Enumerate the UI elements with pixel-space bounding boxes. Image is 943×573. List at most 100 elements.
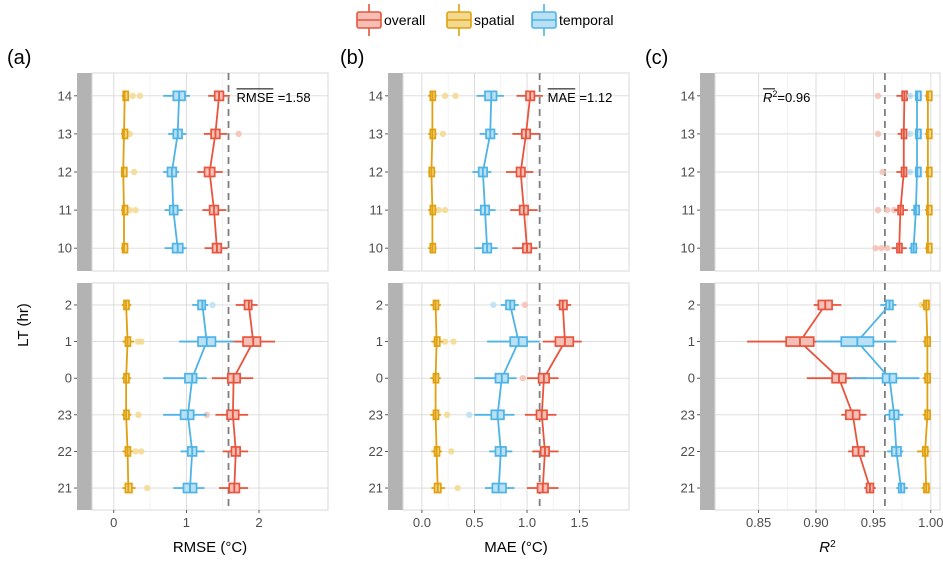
outlier-point	[454, 484, 461, 492]
box-22	[431, 446, 442, 457]
box-23	[524, 409, 557, 421]
y-tick-label: 10	[58, 241, 72, 256]
series-spatial	[121, 299, 151, 494]
x-tick-label: 1.5	[571, 515, 589, 530]
outlier-point	[209, 301, 216, 309]
facet-strip	[700, 283, 715, 510]
box-0	[474, 372, 517, 384]
box-2	[121, 299, 132, 311]
y-tick-label: 0	[376, 371, 383, 386]
box-13	[914, 128, 922, 140]
box-1	[542, 336, 582, 347]
y-tick-label: 10	[681, 241, 695, 256]
panel-label: (c)	[645, 47, 668, 69]
plot-area	[714, 282, 941, 511]
x-tick-label: 0	[110, 515, 117, 530]
y-tick-label: 22	[58, 444, 72, 459]
box-21	[921, 482, 931, 494]
box-0	[163, 372, 207, 384]
outlier-point	[521, 301, 529, 309]
outlier-point	[138, 338, 145, 345]
box-2	[921, 299, 930, 311]
box-14	[476, 90, 504, 102]
annotation: MAE =1.12	[548, 90, 613, 105]
series-temporal	[163, 299, 234, 494]
box-22	[887, 446, 904, 457]
y-tick-label: 13	[681, 126, 695, 141]
median-line	[434, 304, 439, 489]
x-tick-label: 0.90	[803, 515, 828, 530]
outlier-point	[439, 130, 447, 138]
x-tick-label: 1.0	[518, 515, 536, 530]
box-12	[506, 166, 534, 178]
x-axis-label: RMSE (°C)	[173, 539, 247, 556]
outlier-point	[130, 168, 138, 176]
facet-top: 10 11 12 13 14 RMSE =1.58	[58, 72, 329, 272]
box-1	[431, 336, 443, 347]
annotation: R2=0.96	[763, 89, 810, 105]
box-10	[204, 242, 228, 254]
outlier-point	[490, 301, 497, 309]
box	[121, 242, 129, 254]
series-temporal	[163, 90, 191, 254]
outlier-point	[441, 92, 449, 100]
facet-bottom: 21 22 23 0 1 2 0.0 0.5 1.0 1.5 MAE (°C)	[369, 282, 630, 556]
legend: overall spatial temporal	[356, 4, 613, 36]
box-14	[914, 90, 922, 102]
legend-label: overall	[384, 12, 425, 28]
box-1	[816, 336, 897, 347]
x-tick-label: 2	[255, 515, 262, 530]
box	[184, 372, 198, 384]
box-11	[894, 204, 908, 216]
outlier-point	[136, 92, 144, 100]
y-tick-label: 0	[688, 371, 695, 386]
outlier-point	[452, 92, 459, 100]
box-23	[922, 409, 931, 421]
y-tick-label: 23	[369, 407, 383, 422]
box-21	[122, 482, 136, 494]
series-spatial	[917, 299, 931, 494]
series-spatial	[120, 90, 144, 254]
box-12	[472, 166, 492, 178]
series-spatial	[925, 90, 933, 254]
box	[925, 204, 933, 216]
box	[925, 242, 933, 254]
box	[120, 166, 128, 178]
box-22	[917, 446, 930, 457]
box-11	[474, 204, 496, 216]
series-temporal	[466, 299, 540, 494]
facet-strip	[77, 283, 92, 510]
series-overall	[197, 90, 242, 254]
series-overall	[203, 299, 275, 494]
box-11	[925, 204, 933, 216]
box-13	[512, 128, 540, 140]
box-10	[512, 242, 538, 254]
box-0	[121, 372, 132, 384]
median-line	[125, 304, 130, 489]
box-10	[474, 242, 498, 254]
box-11	[164, 204, 183, 216]
outlier-point	[883, 244, 891, 252]
box-21	[219, 482, 249, 494]
y-tick-label: 14	[681, 88, 695, 103]
facet-strip	[388, 73, 403, 271]
outlier-point	[443, 411, 451, 419]
x-tick-label: 1	[183, 515, 190, 530]
box-14	[428, 90, 437, 102]
y-tick-label: 21	[58, 481, 72, 496]
outlier-point	[879, 168, 886, 176]
y-tick-label: 14	[369, 88, 383, 103]
box	[121, 204, 129, 216]
y-tick-label: 1	[688, 334, 695, 349]
outlier-point	[135, 411, 142, 419]
box-23	[430, 409, 441, 421]
box	[242, 336, 262, 347]
y-tick-label: 21	[369, 481, 383, 496]
y-tick-label: 0	[65, 371, 72, 386]
median-line	[231, 304, 255, 489]
y-tick-label: 13	[369, 126, 383, 141]
y-tick-label: 12	[369, 165, 383, 180]
plot-area	[402, 282, 630, 511]
